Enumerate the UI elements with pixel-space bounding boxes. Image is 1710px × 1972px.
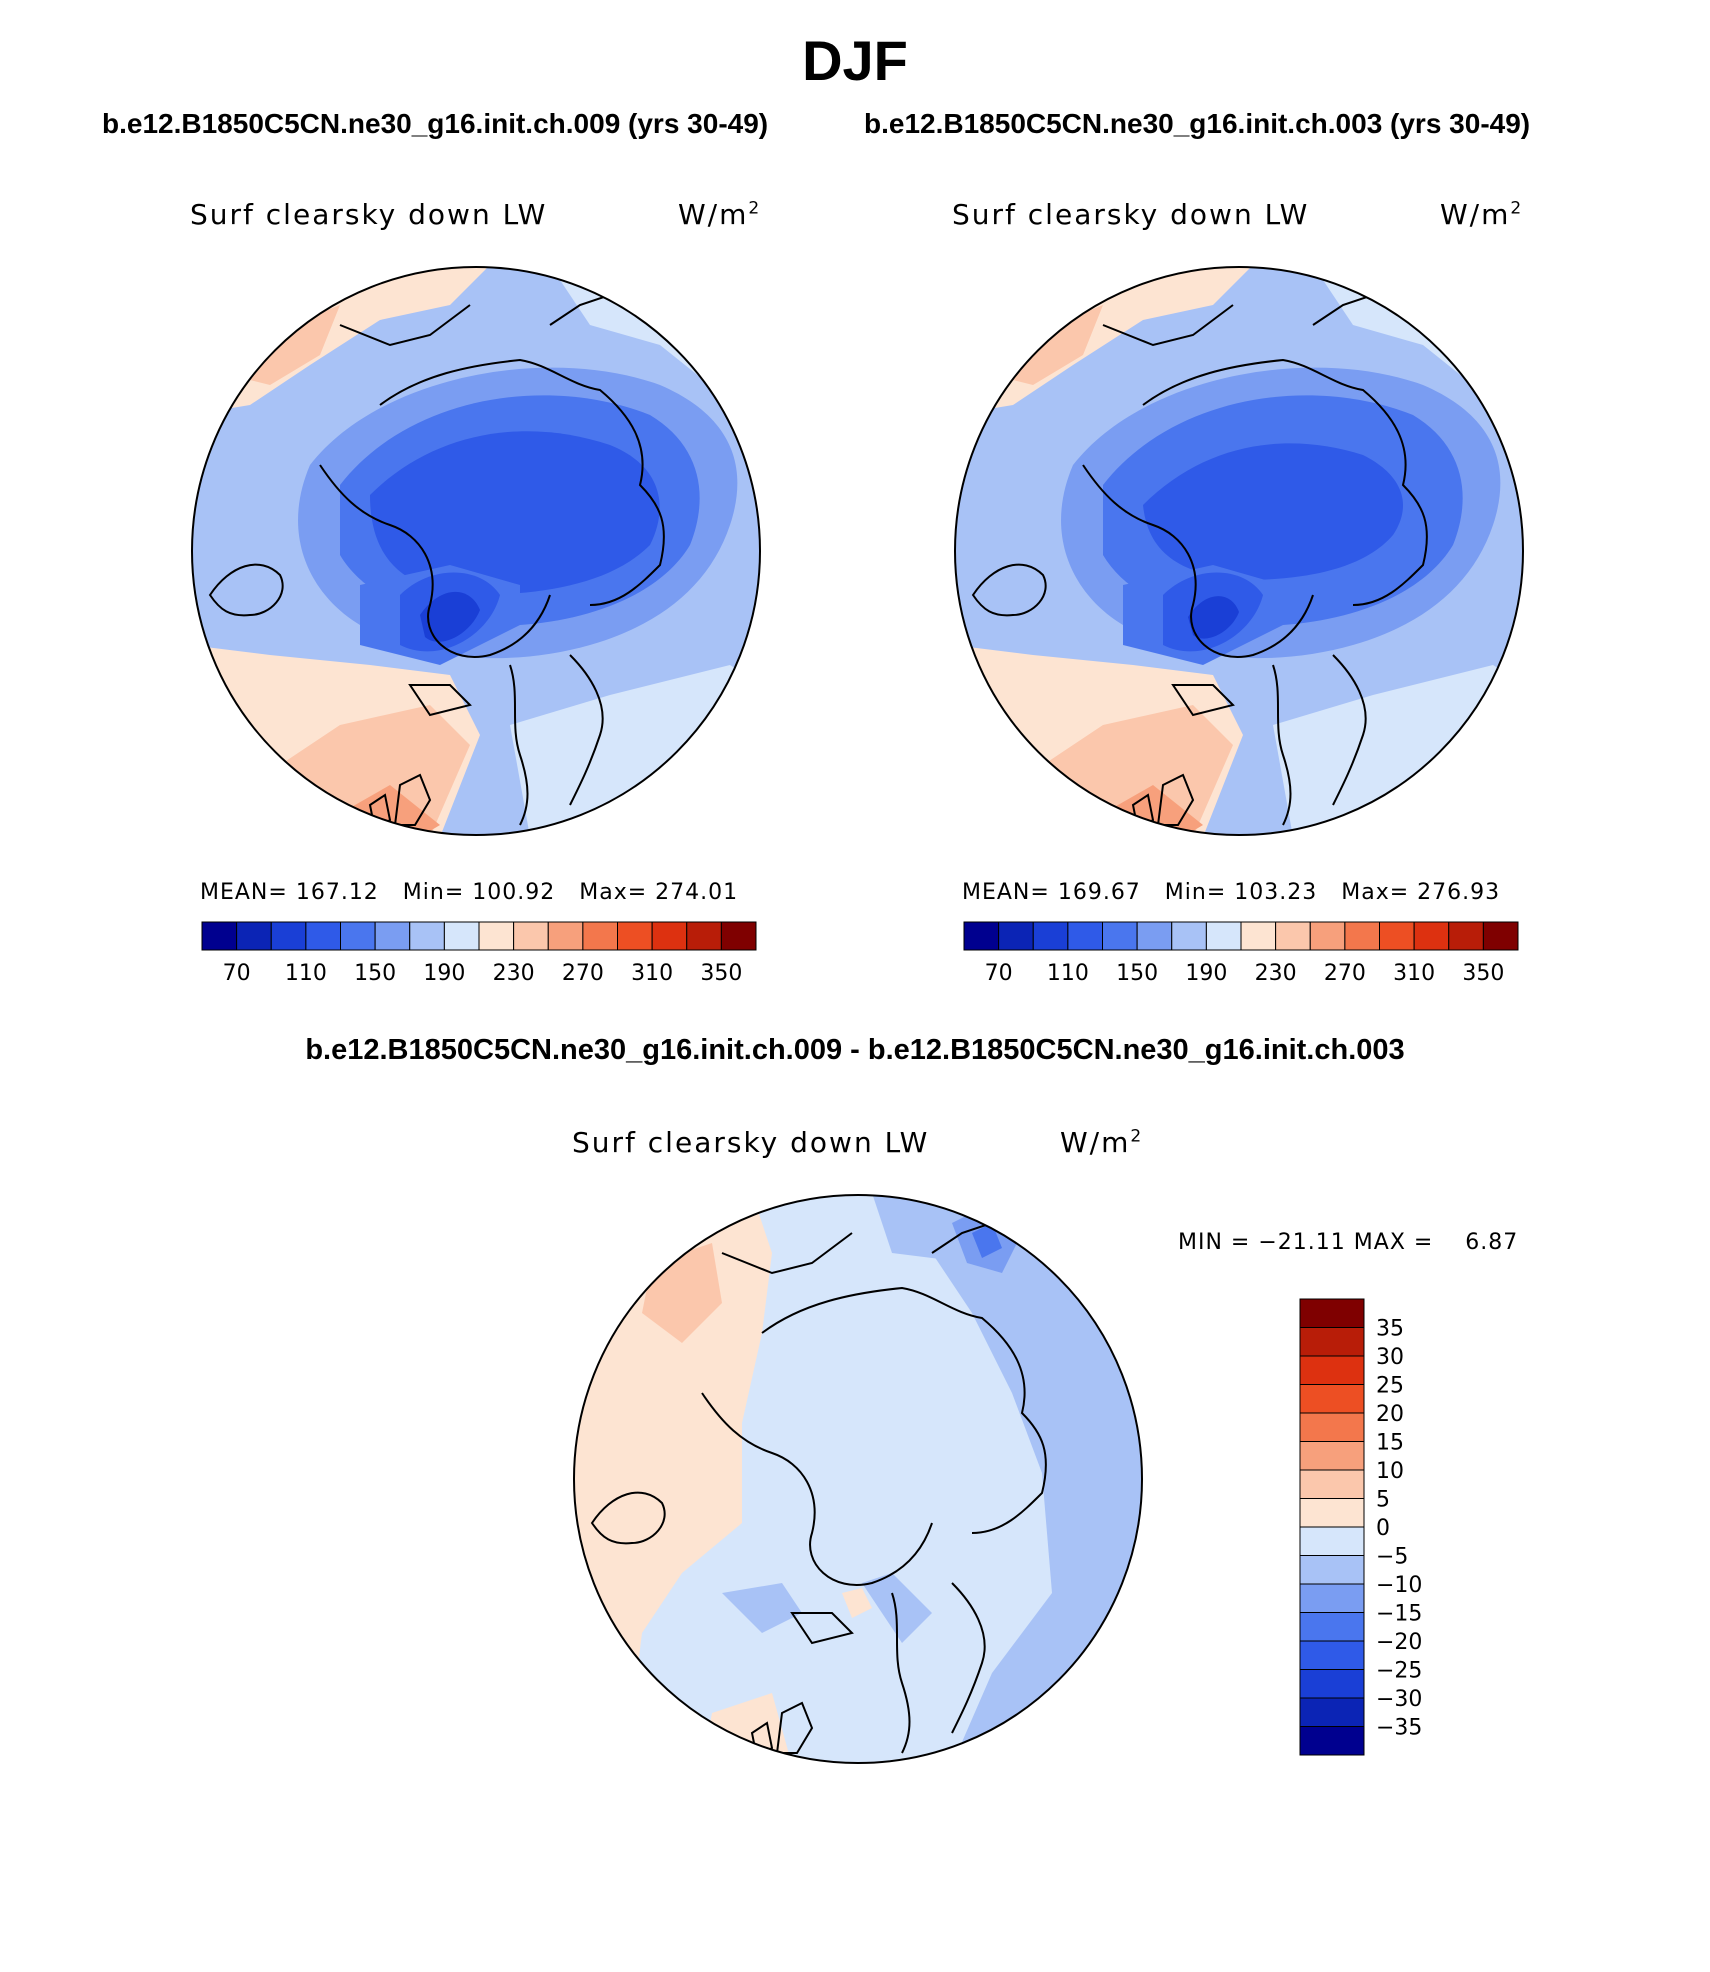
- colorbar-swatch: [547, 921, 584, 951]
- colorbar-swatch: [1171, 921, 1207, 951]
- colorbar-tick-label: −25: [1376, 1659, 1422, 1684]
- colorbar-tick-label: 35: [1376, 1317, 1404, 1342]
- colorbar-swatch: [1299, 1726, 1365, 1756]
- colorbar-swatch: [340, 921, 376, 951]
- colorbar-tick-label: −5: [1376, 1545, 1408, 1570]
- colorbar-panel2: 70 110 150 190 230 270 310 350: [963, 921, 1519, 986]
- colorbar-tick-label: 310: [1393, 961, 1435, 986]
- colorbar-swatch: [1299, 1298, 1365, 1328]
- colorbar-tick-label: 270: [562, 961, 604, 986]
- colorbar-tick-label: 150: [1116, 961, 1158, 986]
- colorbar-swatch: [1413, 921, 1450, 951]
- map-diff: [573, 1194, 1143, 1764]
- colorbar-swatch: [1379, 921, 1415, 951]
- colorbar-tick-label: −15: [1376, 1602, 1422, 1627]
- colorbar-swatch: [1275, 921, 1311, 951]
- colorbar-tick-label: 5: [1376, 1488, 1390, 1513]
- colorbar-swatch: [651, 921, 688, 951]
- colorbar-swatch: [1299, 1555, 1365, 1585]
- colorbar-swatch: [236, 921, 272, 951]
- colorbar-swatch: [1032, 921, 1069, 951]
- colorbar-swatch: [1299, 1327, 1365, 1357]
- colorbar-swatch: [1482, 921, 1519, 951]
- colorbar-tick-label: 20: [1376, 1402, 1404, 1427]
- colorbar-swatch: [1102, 921, 1138, 951]
- panel1-stats: MEAN= 167.12 Min= 100.92 Max= 274.01: [200, 880, 739, 905]
- colorbar-swatch: [1299, 1441, 1365, 1471]
- colorbar-swatch: [1205, 921, 1242, 951]
- colorbar-swatch: [1299, 1355, 1365, 1385]
- colorbar-panel1: 70 110 150 190 230 270 310 350: [201, 921, 757, 986]
- colorbar-swatch: [443, 921, 480, 951]
- colorbar-tick-label: 230: [1255, 961, 1297, 986]
- colorbar-swatch: [617, 921, 653, 951]
- colorbar-swatch: [305, 921, 341, 951]
- panel1-variable-label: Surf clearsky down LW: [190, 198, 548, 231]
- colorbar-tick-label: 270: [1324, 961, 1366, 986]
- diff-title: b.e12.B1850C5CN.ne30_g16.init.ch.009 - b…: [305, 1034, 1405, 1066]
- colorbar-tick-label: 110: [285, 961, 327, 986]
- colorbar-tick-label: 15: [1376, 1431, 1404, 1456]
- colorbar-diff: 35 30 25 20 15 10 5 0 −5 −10 −15 −20 −25 −30 −35: [1299, 1298, 1422, 1756]
- colorbar-swatch: [1299, 1640, 1365, 1670]
- colorbar-tick-label: −20: [1376, 1630, 1422, 1655]
- colorbar-tick-label: 70: [985, 961, 1013, 986]
- colorbar-swatch: [1299, 1412, 1365, 1442]
- colorbar-swatch: [1067, 921, 1103, 951]
- colorbar-tick-label: 0: [1376, 1516, 1390, 1541]
- colorbar-swatch: [201, 921, 238, 951]
- colorbar-swatch: [1299, 1384, 1365, 1414]
- colorbar-swatch: [1299, 1469, 1365, 1499]
- colorbar-swatch: [686, 921, 722, 951]
- colorbar-tick-label: 110: [1047, 961, 1089, 986]
- panel2-variable-label: Surf clearsky down LW: [952, 198, 1310, 231]
- diff-stats: MIN = −21.11 MAX = 6.87: [1178, 1230, 1519, 1255]
- colorbar-swatch: [998, 921, 1034, 951]
- colorbar-swatch: [1299, 1669, 1365, 1699]
- colorbar-tick-label: 190: [423, 961, 465, 986]
- colorbar-tick-label: 25: [1376, 1374, 1404, 1399]
- colorbar-swatch: [513, 921, 549, 951]
- colorbar-tick-label: 350: [700, 961, 742, 986]
- colorbar-swatch: [720, 921, 757, 951]
- colorbar-tick-label: 30: [1376, 1345, 1404, 1370]
- colorbar-swatch: [1309, 921, 1346, 951]
- map-panel1: [191, 266, 761, 836]
- colorbar-tick-label: 310: [631, 961, 673, 986]
- diff-variable-label: Surf clearsky down LW: [572, 1126, 930, 1159]
- colorbar-tick-label: 150: [354, 961, 396, 986]
- colorbar-tick-label: 10: [1376, 1459, 1404, 1484]
- map-panel2: [954, 266, 1524, 836]
- colorbar-swatch: [1136, 921, 1173, 951]
- colorbar-tick-label: 230: [493, 961, 535, 986]
- colorbar-tick-label: −10: [1376, 1573, 1422, 1598]
- colorbar-tick-label: −30: [1376, 1687, 1422, 1712]
- colorbar-tick-label: 190: [1185, 961, 1227, 986]
- colorbar-swatch: [1299, 1697, 1365, 1727]
- panel2-units-label: W/m2: [1440, 198, 1524, 231]
- case-title-right: b.e12.B1850C5CN.ne30_g16.init.ch.003 (yr…: [864, 108, 1531, 139]
- colorbar-swatch: [374, 921, 411, 951]
- colorbar-swatch: [1299, 1526, 1365, 1556]
- colorbar-tick-label: 350: [1462, 961, 1504, 986]
- colorbar-swatch: [270, 921, 307, 951]
- colorbar-swatch: [1299, 1583, 1365, 1613]
- colorbar-tick-label: 70: [223, 961, 251, 986]
- colorbar-swatch: [1299, 1498, 1365, 1528]
- colorbar-swatch: [582, 921, 618, 951]
- case-title-left: b.e12.B1850C5CN.ne30_g16.init.ch.009 (yr…: [102, 108, 769, 139]
- colorbar-swatch: [1299, 1612, 1365, 1642]
- colorbar-swatch: [1448, 921, 1484, 951]
- diff-units-label: W/m2: [1060, 1126, 1144, 1159]
- colorbar-swatch: [409, 921, 445, 951]
- colorbar-swatch: [1344, 921, 1380, 951]
- colorbar-swatch: [1240, 921, 1277, 951]
- colorbar-swatch: [963, 921, 1000, 951]
- colorbar-tick-label: −35: [1376, 1716, 1422, 1741]
- main-title: DJF: [802, 29, 908, 92]
- panel2-stats: MEAN= 169.67 Min= 103.23 Max= 276.93: [962, 880, 1501, 905]
- panel1-units-label: W/m2: [678, 198, 762, 231]
- colorbar-swatch: [478, 921, 515, 951]
